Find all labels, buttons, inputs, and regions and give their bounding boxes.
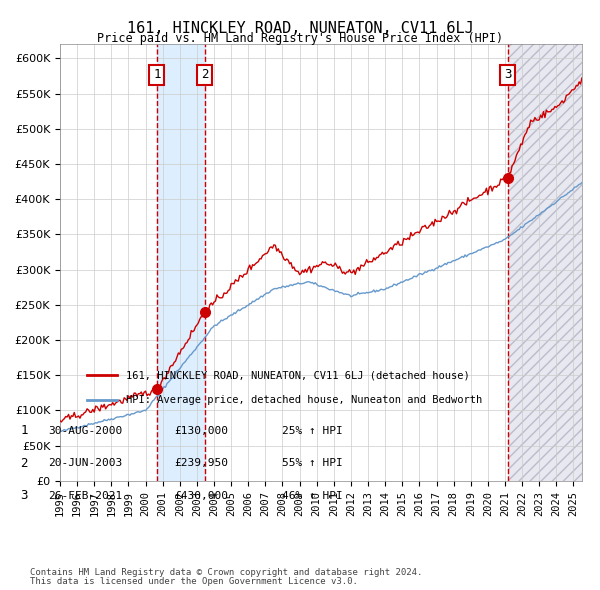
Text: £430,000: £430,000	[174, 491, 228, 500]
Text: £239,950: £239,950	[174, 458, 228, 468]
Text: £130,000: £130,000	[174, 426, 228, 435]
Text: 25% ↑ HPI: 25% ↑ HPI	[282, 426, 343, 435]
Text: This data is licensed under the Open Government Licence v3.0.: This data is licensed under the Open Gov…	[30, 577, 358, 586]
Text: 3: 3	[504, 68, 511, 81]
Bar	[508, 44, 582, 481]
Text: 2: 2	[201, 68, 209, 81]
Text: Contains HM Land Registry data © Crown copyright and database right 2024.: Contains HM Land Registry data © Crown c…	[30, 568, 422, 577]
Text: Price paid vs. HM Land Registry's House Price Index (HPI): Price paid vs. HM Land Registry's House …	[97, 32, 503, 45]
Text: 161, HINCKLEY ROAD, NUNEATON, CV11 6LJ (detached house): 161, HINCKLEY ROAD, NUNEATON, CV11 6LJ (…	[126, 371, 470, 381]
Bar	[508, 44, 582, 481]
Text: 30-AUG-2000: 30-AUG-2000	[48, 426, 122, 435]
Bar	[157, 44, 205, 481]
Text: 1: 1	[20, 424, 28, 438]
Text: 161, HINCKLEY ROAD, NUNEATON, CV11 6LJ: 161, HINCKLEY ROAD, NUNEATON, CV11 6LJ	[127, 21, 473, 35]
Text: 1: 1	[153, 68, 161, 81]
Text: HPI: Average price, detached house, Nuneaton and Bedworth: HPI: Average price, detached house, Nune…	[126, 395, 482, 405]
Text: 55% ↑ HPI: 55% ↑ HPI	[282, 458, 343, 468]
Text: 3: 3	[20, 489, 28, 503]
Text: 20-JUN-2003: 20-JUN-2003	[48, 458, 122, 468]
Text: 26-FEB-2021: 26-FEB-2021	[48, 491, 122, 500]
Text: 46% ↑ HPI: 46% ↑ HPI	[282, 491, 343, 500]
Text: 2: 2	[20, 457, 28, 470]
